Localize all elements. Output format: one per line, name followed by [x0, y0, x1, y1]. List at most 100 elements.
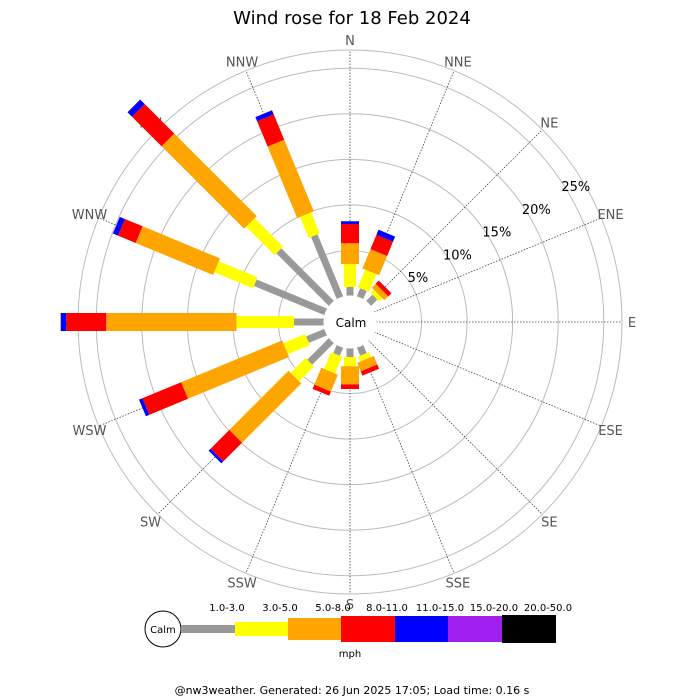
spoke-ssw [245, 345, 341, 574]
legend-label-3: 8.0-11.0 [366, 603, 408, 614]
petal-w-bin-2 [106, 313, 237, 331]
petal-sw-bin-1 [290, 358, 314, 382]
petal-ssw-bin-0 [333, 344, 344, 356]
petal-nw-bin-1 [246, 218, 283, 255]
petal-nnw-bin-3 [257, 114, 285, 147]
legend-swatch-0 [181, 625, 235, 633]
petal-wsw-bin-4 [139, 398, 150, 417]
petal-wsw-bin-0 [306, 328, 328, 343]
petal-nne-bin-1 [357, 269, 377, 292]
petal-sw-bin-4 [208, 448, 224, 464]
petal-wnw-bin-3 [118, 219, 143, 243]
petal-nnw-bin-2 [267, 139, 314, 219]
petal-s-bin-3 [341, 384, 359, 389]
petal-w-bin-0 [293, 318, 324, 326]
petal-wnw-bin-1 [214, 261, 258, 289]
petal-sw-bin-2 [229, 370, 302, 443]
petal-wsw-bin-3 [142, 382, 188, 415]
petal-n-bin-1 [344, 264, 356, 287]
petal-wnw-bin-2 [135, 226, 220, 275]
legend-label-6: 20.0-50.0 [524, 603, 572, 614]
calm-circle: Calm [323, 295, 377, 349]
legend-calm-label: Calm [150, 625, 176, 636]
legend-swatch-4 [395, 616, 448, 642]
footer-text: @nw3weather. Generated: 26 Jun 2025 17:0… [175, 684, 530, 697]
legend-swatch-1 [235, 622, 288, 636]
petal-wsw-bin-1 [283, 334, 310, 355]
chart-title: Wind rose for 18 Feb 2024 [233, 8, 471, 29]
petal-wsw-bin-2 [181, 340, 289, 399]
spoke-se [368, 340, 543, 515]
petal-nw-bin-4 [127, 99, 145, 117]
petal-n-bin-3 [341, 224, 359, 244]
petal-wnw-bin-0 [253, 279, 328, 316]
direction-label-ese: ESE [598, 424, 623, 439]
direction-label-ne: NE [540, 117, 558, 132]
petal-ssw-bin-3 [312, 384, 331, 396]
direction-label-ssw: SSW [227, 577, 257, 592]
petal-w-bin-4 [60, 313, 67, 331]
petal-nne-bin-3 [370, 234, 393, 256]
calm-label: Calm [336, 316, 367, 330]
legend-label-1: 3.0-5.0 [262, 603, 297, 614]
petal-n-bin-2 [341, 243, 359, 265]
radial-tick-label: 20% [522, 203, 551, 218]
petal-s-bin-0 [346, 348, 354, 358]
legend-swatch-3 [341, 616, 395, 642]
spoke-sse [359, 345, 455, 574]
radial-tick-label: 10% [443, 248, 472, 263]
legend-swatch-6 [502, 615, 556, 643]
direction-label-e: E [628, 316, 636, 331]
petal-nnw-bin-4 [255, 110, 274, 122]
direction-label-ene: ENE [597, 208, 623, 223]
direction-label-se: SE [541, 515, 557, 530]
petal-sw-bin-3 [210, 430, 242, 462]
petal-sse-bin-3 [360, 364, 380, 376]
legend-label-0: 1.0-3.0 [209, 603, 244, 614]
petal-nne-bin-4 [376, 229, 396, 242]
direction-label-wnw: WNW [72, 208, 108, 223]
petal-ne-bin-2 [371, 283, 389, 301]
speed-legend: Calm 1.0-3.0 3.0-5.0 5.0-8.0 8.0-11.0 11.0-1… [144, 603, 572, 660]
petal-sse-bin-1 [357, 352, 372, 362]
petal-ssw-bin-2 [314, 367, 338, 392]
legend-unit-label: mph [339, 649, 361, 660]
petal-sw-bin-0 [307, 337, 335, 365]
petal-nw-bin-0 [276, 248, 335, 307]
petal-nw-bin-2 [161, 133, 257, 229]
radial-tick-labels: 5% 10% 15% 20% 25% [408, 180, 591, 286]
petal-sse-bin-2 [357, 356, 378, 372]
petal-ne-bin-3 [375, 280, 392, 297]
petal-nnw-bin-1 [300, 212, 320, 238]
legend-swatch-5 [448, 616, 502, 642]
legend-label-5: 15.0-20.0 [470, 603, 518, 614]
spoke-ne [368, 129, 543, 304]
wind-petals [60, 99, 396, 464]
petal-ssw-bin-1 [324, 352, 343, 374]
direction-label-n: N [345, 34, 355, 49]
spoke-ene [373, 217, 602, 313]
petal-w-bin-1 [236, 316, 294, 328]
direction-label-s: S [346, 598, 354, 613]
direction-label-sw: SW [140, 515, 161, 530]
direction-label-wsw: WSW [72, 424, 106, 439]
radial-tick-label: 5% [408, 271, 429, 286]
petal-s-bin-1 [344, 357, 356, 367]
petal-nne-bin-0 [356, 288, 367, 300]
spoke-nne [359, 70, 455, 299]
petal-n-bin-4 [341, 221, 359, 224]
petal-nnw-bin-0 [311, 234, 344, 300]
petal-wnw-bin-4 [112, 216, 125, 236]
petal-nw-bin-3 [132, 104, 175, 147]
direction-label-nnw: NNW [226, 55, 258, 70]
petal-w-bin-3 [66, 313, 107, 331]
direction-label-sse: SSE [446, 577, 471, 592]
petal-n-bin-0 [346, 286, 354, 296]
legend-label-2: 5.0-8.0 [315, 603, 350, 614]
petal-nne-bin-2 [362, 249, 388, 276]
petal-ne-bin-1 [370, 289, 383, 302]
radial-tick-label: 25% [561, 180, 590, 195]
radial-tick-label: 15% [482, 226, 511, 241]
direction-label-nne: NNE [444, 55, 472, 70]
